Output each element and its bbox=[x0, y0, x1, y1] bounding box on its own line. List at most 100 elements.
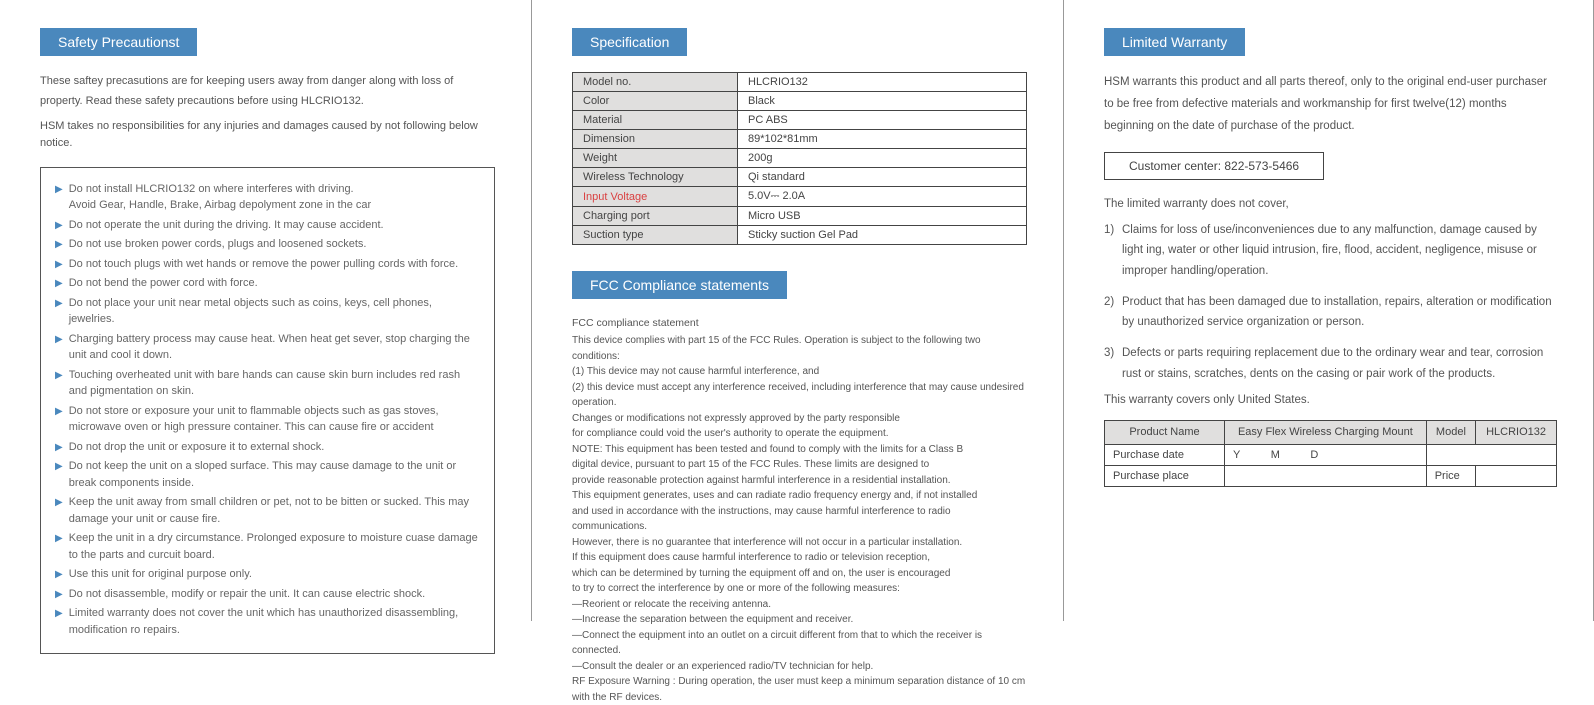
spec-value: Black bbox=[738, 92, 1027, 111]
spec-key: Input Voltage bbox=[573, 187, 738, 207]
wt-r1-c1 bbox=[1225, 465, 1427, 486]
triangle-icon: ▶ bbox=[55, 440, 63, 455]
precaution-text: Charging battery process may cause heat.… bbox=[69, 331, 480, 364]
fcc-line: —Increase the separation between the equ… bbox=[572, 612, 1027, 628]
triangle-icon: ▶ bbox=[55, 531, 63, 546]
fcc-line: If this equipment does cause harmful int… bbox=[572, 550, 1027, 566]
precaution-item: ▶Do not touch plugs with wet hands or re… bbox=[55, 256, 480, 273]
list-text: Claims for loss of use/inconveniences du… bbox=[1122, 220, 1557, 282]
triangle-icon: ▶ bbox=[55, 368, 63, 383]
warranty-panel: Limited Warranty HSM warrants this produ… bbox=[1064, 0, 1594, 621]
triangle-icon: ▶ bbox=[55, 567, 63, 582]
precaution-item: ▶ Limited warranty does not cover the uni… bbox=[55, 605, 480, 638]
precaution-text: Keep the unit in a dry circumstance. Pro… bbox=[69, 530, 480, 563]
fcc-line: However, there is no guarantee that inte… bbox=[572, 535, 1027, 551]
precaution-item: ▶Do not operate the unit during the driv… bbox=[55, 217, 480, 234]
wt-r1-c2 bbox=[1476, 465, 1557, 486]
not-cover-item: 2)Product that has been damaged due to i… bbox=[1104, 292, 1557, 333]
precaution-text: Do not bend the power cord with force. bbox=[69, 275, 258, 292]
wt-r1-label: Purchase place bbox=[1105, 465, 1225, 486]
spec-panel: Specification Model no.HLCRIO132ColorBla… bbox=[532, 0, 1064, 621]
precaution-box: ▶ Do not install HLCRIO132 on where inter… bbox=[40, 167, 495, 655]
triangle-icon: ▶ bbox=[55, 587, 63, 602]
fcc-line: provide reasonable protection against ha… bbox=[572, 473, 1027, 489]
customer-center: Customer center: 822-573-5466 bbox=[1104, 152, 1324, 180]
not-cover-item: 1)Claims for loss of use/inconveniences … bbox=[1104, 220, 1557, 282]
fcc-line: This device complies with part 15 of the… bbox=[572, 333, 1027, 364]
fcc-line: (2) this device must accept any interfer… bbox=[572, 380, 1027, 411]
precaution-item: ▶Do not place your unit near metal objec… bbox=[55, 295, 480, 328]
precaution-text: Do not store or exposure your unit to fl… bbox=[69, 403, 480, 436]
fcc-heading: FCC compliance statement bbox=[572, 315, 1027, 331]
spec-value: Qi standard bbox=[738, 168, 1027, 187]
not-cover-item: 3)Defects or parts requiring replacement… bbox=[1104, 343, 1557, 384]
spec-key: Weight bbox=[573, 149, 738, 168]
triangle-icon: ▶ bbox=[55, 332, 63, 347]
warranty-table: Product Name Easy Flex Wireless Charging… bbox=[1104, 420, 1557, 486]
list-text: Defects or parts requiring replacement d… bbox=[1122, 343, 1557, 384]
wt-h1: Easy Flex Wireless Charging Mount bbox=[1225, 421, 1427, 444]
spec-value: 5.0V⎓ 2.0A bbox=[738, 187, 1027, 207]
spec-key: Material bbox=[573, 111, 738, 130]
safety-notice: HSM takes no responsibilities for any in… bbox=[40, 118, 495, 153]
precaution-item: ▶Do not keep the unit on a sloped surfac… bbox=[55, 458, 480, 491]
list-text: Product that has been damaged due to ins… bbox=[1122, 292, 1557, 333]
warranty-title: Limited Warranty bbox=[1104, 28, 1245, 56]
fcc-line: Changes or modifications not expressly a… bbox=[572, 411, 1027, 427]
spec-value: HLCRIO132 bbox=[738, 73, 1027, 92]
fcc-line: RF Exposure Warning : During operation, … bbox=[572, 674, 1027, 705]
fcc-title: FCC Compliance statements bbox=[572, 271, 787, 299]
precaution-item: ▶ Do not disassemble, modify or repair th… bbox=[55, 586, 480, 603]
not-cover-list: 1)Claims for loss of use/inconveniences … bbox=[1104, 220, 1557, 385]
precaution-text: Do not disassemble, modify or repair the… bbox=[69, 586, 425, 603]
precaution-text: Do not drop the unit or exposure it to e… bbox=[69, 439, 325, 456]
fcc-line: to try to correct the interference by on… bbox=[572, 581, 1027, 597]
covers-text: This warranty covers only United States. bbox=[1104, 394, 1557, 406]
warranty-intro: HSM warrants this product and all parts … bbox=[1104, 72, 1557, 138]
triangle-icon: ▶ bbox=[55, 257, 63, 272]
list-number: 2) bbox=[1104, 292, 1122, 333]
spec-table: Model no.HLCRIO132ColorBlackMaterialPC A… bbox=[572, 72, 1027, 245]
precaution-text: Limited warranty does not cover the unit… bbox=[69, 605, 480, 638]
spec-key: Charging port bbox=[573, 207, 738, 226]
wt-r0-c2 bbox=[1426, 444, 1556, 465]
list-number: 1) bbox=[1104, 220, 1122, 282]
fcc-line: —Connect the equipment into an outlet on… bbox=[572, 628, 1027, 659]
spec-key: Dimension bbox=[573, 130, 738, 149]
spec-value: PC ABS bbox=[738, 111, 1027, 130]
precaution-item: ▶Touching overheated unit with bare hand… bbox=[55, 367, 480, 400]
spec-value: 200g bbox=[738, 149, 1027, 168]
fcc-line: This equipment generates, uses and can r… bbox=[572, 488, 1027, 504]
fcc-line: and used in accordance with the instruct… bbox=[572, 504, 1027, 535]
fcc-line: —Consult the dealer or an experienced ra… bbox=[572, 659, 1027, 675]
precaution-text: Keep the unit away from small children o… bbox=[69, 494, 480, 527]
fcc-line: NOTE: This equipment has been tested and… bbox=[572, 442, 1027, 458]
fcc-line: digital device, pursuant to part 15 of t… bbox=[572, 457, 1027, 473]
fcc-line: which can be determined by turning the e… bbox=[572, 566, 1027, 582]
fcc-line: (1) This device may not cause harmful in… bbox=[572, 364, 1027, 380]
precaution-item: ▶ Do not drop the unit or exposure it to … bbox=[55, 439, 480, 456]
triangle-icon: ▶ bbox=[55, 276, 63, 291]
triangle-icon: ▶ bbox=[55, 495, 63, 510]
triangle-icon: ▶ bbox=[55, 606, 63, 621]
precaution-item: ▶Do not install HLCRIO132 on where inter… bbox=[55, 181, 480, 214]
safety-title: Safety Precautionst bbox=[40, 28, 197, 56]
fcc-body: FCC compliance statement This device com… bbox=[572, 315, 1027, 705]
wt-h3: HLCRIO132 bbox=[1476, 421, 1557, 444]
precaution-text: Do not use broken power cords, plugs and… bbox=[69, 236, 367, 253]
precaution-item: ▶ Do not store or exposure your unit to f… bbox=[55, 403, 480, 436]
precaution-text: Do not install HLCRIO132 on where interf… bbox=[69, 181, 371, 214]
precaution-item: ▶ Keep the unit in a dry circumstance. Pr… bbox=[55, 530, 480, 563]
precaution-item: ▶ Do not use broken power cords, plugs an… bbox=[55, 236, 480, 253]
precaution-text: Do not operate the unit during the drivi… bbox=[69, 217, 384, 234]
triangle-icon: ▶ bbox=[55, 237, 63, 252]
spec-value: Micro USB bbox=[738, 207, 1027, 226]
precaution-text: Do not keep the unit on a sloped surface… bbox=[69, 458, 480, 491]
fcc-line: for compliance could void the user's aut… bbox=[572, 426, 1027, 442]
precaution-item: ▶ Do not bend the power cord with force. bbox=[55, 275, 480, 292]
spec-value: Sticky suction Gel Pad bbox=[738, 226, 1027, 245]
triangle-icon: ▶ bbox=[55, 404, 63, 419]
spec-key: Model no. bbox=[573, 73, 738, 92]
precaution-item: ▶Use this unit for original purpose only… bbox=[55, 566, 480, 583]
safety-panel: Safety Precautionst These saftey precasu… bbox=[0, 0, 532, 621]
